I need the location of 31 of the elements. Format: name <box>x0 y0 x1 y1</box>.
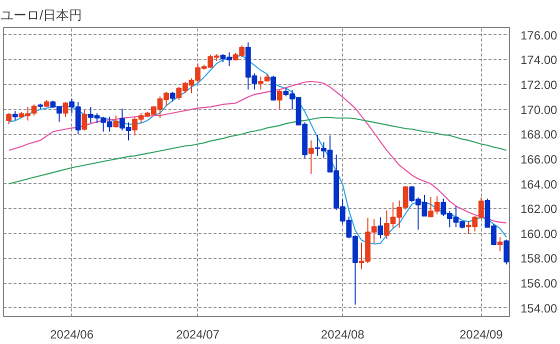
x-tick-label: 2024/08 <box>320 328 365 342</box>
candlestick <box>62 101 68 118</box>
line-series <box>8 116 507 184</box>
chart-title: ユーロ/日本円 <box>0 8 82 22</box>
candlestick <box>12 110 18 121</box>
y-tick-label: 164.00 <box>520 177 558 192</box>
candlestick <box>270 75 276 102</box>
y-tick-label: 162.00 <box>520 202 558 216</box>
y-tick-label: 154.00 <box>520 301 558 316</box>
candlestick <box>308 140 314 174</box>
candlestick <box>378 216 384 239</box>
candlestick <box>113 115 119 128</box>
candlestick <box>82 109 88 131</box>
y-tick-label: 168.00 <box>520 128 558 142</box>
x-tick-label: 2024/07 <box>176 328 220 342</box>
y-tick-label: 166.00 <box>520 152 558 166</box>
line-series <box>8 80 507 224</box>
candlestick <box>504 239 510 265</box>
y-tick-label: 158.00 <box>520 252 558 266</box>
y-tick-label: 172.00 <box>520 78 558 92</box>
y-tick-label: 176.00 <box>520 28 558 42</box>
candlestick <box>6 112 12 125</box>
y-tick-label: 174.00 <box>520 53 558 68</box>
candlestick <box>170 92 176 102</box>
y-tick-label: 170.00 <box>520 102 558 117</box>
candlestick <box>276 90 282 110</box>
x-tick-label: 2024/06 <box>50 328 94 342</box>
candlestick <box>497 236 503 252</box>
y-tick-label: 160.00 <box>520 226 558 241</box>
x-tick-label: 2024/09 <box>459 328 504 342</box>
y-tick-label: 156.00 <box>520 276 558 291</box>
